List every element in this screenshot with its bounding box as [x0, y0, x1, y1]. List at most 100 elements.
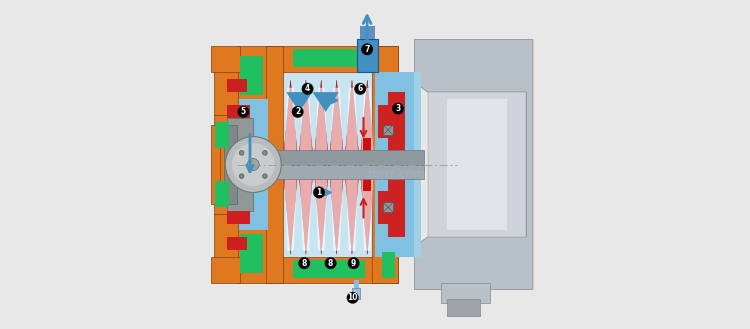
Text: 8: 8 [328, 259, 333, 268]
Circle shape [314, 187, 325, 198]
Bar [332, 49, 365, 67]
Polygon shape [298, 164, 314, 254]
Bar [266, 257, 382, 283]
Bar [427, 92, 526, 237]
Bar [382, 252, 394, 278]
Bar [375, 72, 415, 99]
Bar [292, 260, 332, 278]
Bar [211, 257, 240, 283]
Text: 1: 1 [316, 188, 322, 197]
Circle shape [225, 137, 281, 192]
Text: 9: 9 [351, 259, 356, 268]
Text: 4: 4 [305, 84, 310, 93]
Bar [211, 46, 240, 72]
Circle shape [262, 151, 267, 155]
Bar [227, 237, 247, 250]
Polygon shape [313, 92, 339, 112]
Bar [378, 191, 404, 224]
Bar [227, 211, 250, 224]
Bar [227, 118, 254, 211]
Polygon shape [331, 178, 343, 251]
Polygon shape [362, 88, 374, 151]
Bar [388, 92, 404, 237]
Bar [382, 72, 421, 257]
Circle shape [232, 143, 274, 186]
Bar [237, 46, 270, 283]
Bar [375, 72, 398, 257]
Polygon shape [360, 164, 375, 254]
Bar [292, 49, 332, 67]
Bar [360, 26, 375, 39]
Bar [332, 260, 365, 278]
Bar [375, 99, 415, 230]
Polygon shape [346, 88, 358, 151]
Polygon shape [300, 178, 312, 251]
Polygon shape [346, 178, 358, 251]
Polygon shape [284, 178, 296, 251]
Text: 6: 6 [358, 84, 363, 93]
Bar [283, 72, 378, 105]
Bar [283, 224, 378, 257]
Circle shape [354, 83, 366, 95]
Text: 8: 8 [302, 259, 307, 268]
Bar [383, 125, 393, 135]
Circle shape [298, 257, 310, 269]
Circle shape [292, 106, 304, 118]
Bar [224, 125, 237, 204]
Bar [372, 46, 398, 283]
Bar [214, 214, 238, 263]
Bar [238, 99, 268, 230]
Circle shape [392, 103, 404, 114]
Bar [215, 122, 229, 148]
Polygon shape [283, 164, 298, 254]
Text: 5: 5 [241, 107, 246, 116]
Polygon shape [331, 88, 343, 151]
Polygon shape [329, 80, 344, 164]
Polygon shape [315, 88, 327, 151]
Circle shape [325, 257, 337, 269]
Polygon shape [360, 80, 375, 164]
Bar [353, 280, 358, 290]
Circle shape [362, 43, 373, 55]
Circle shape [248, 159, 259, 170]
Polygon shape [300, 88, 312, 151]
Circle shape [239, 151, 244, 155]
Bar [357, 39, 378, 72]
Bar [240, 234, 263, 273]
Text: 3: 3 [395, 104, 400, 113]
Bar [244, 164, 424, 179]
Bar [214, 66, 238, 115]
Bar [375, 46, 398, 283]
Polygon shape [286, 92, 313, 112]
Bar [375, 230, 415, 257]
Circle shape [238, 106, 249, 118]
Bar [211, 125, 220, 204]
Circle shape [348, 257, 359, 269]
Bar [266, 46, 382, 72]
Bar [448, 299, 480, 316]
Polygon shape [283, 80, 298, 164]
Bar [441, 283, 491, 303]
Bar [448, 99, 506, 230]
Polygon shape [314, 164, 329, 254]
Polygon shape [329, 164, 344, 254]
Bar [352, 288, 360, 299]
Polygon shape [415, 39, 533, 290]
Bar [227, 79, 247, 92]
Bar [363, 138, 371, 191]
Polygon shape [298, 80, 314, 164]
Bar [378, 105, 404, 138]
Polygon shape [344, 164, 360, 254]
Bar [214, 115, 238, 214]
Polygon shape [315, 178, 327, 251]
Circle shape [262, 174, 267, 178]
Polygon shape [314, 80, 329, 164]
Circle shape [302, 83, 313, 95]
Polygon shape [382, 72, 415, 257]
Text: 7: 7 [364, 45, 370, 54]
Bar [283, 72, 378, 257]
Text: 2: 2 [295, 107, 300, 116]
Bar [240, 56, 263, 95]
Bar [227, 105, 250, 118]
Text: zbpz.com: zbpz.com [367, 168, 426, 181]
